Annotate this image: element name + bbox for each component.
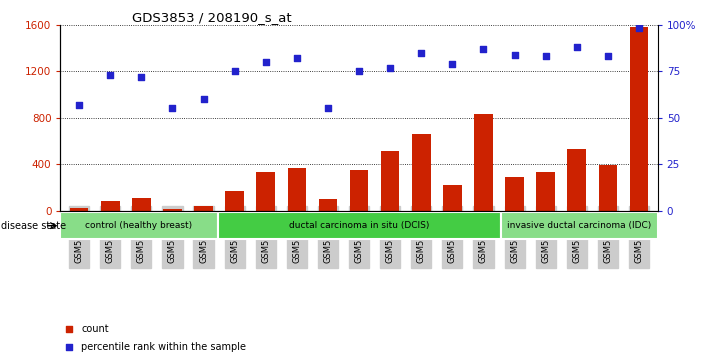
Point [415,50,427,56]
Point [353,68,365,74]
Bar [599,165,617,211]
Bar [506,177,524,211]
Bar [101,201,119,211]
Point [198,96,209,102]
Point [540,53,552,59]
Point [602,53,614,59]
Bar [536,172,555,211]
Bar [412,134,431,211]
Point [105,72,116,78]
Bar [70,208,88,211]
Point [322,105,333,111]
Point [385,65,396,70]
Bar [194,206,213,211]
Bar [225,191,244,211]
Point [634,26,645,32]
Bar [350,170,368,211]
Bar [381,152,400,211]
Bar [501,212,658,239]
Bar [630,27,648,211]
Point [509,52,520,57]
Bar [163,209,182,211]
Point [447,61,458,67]
Point [73,102,85,108]
Bar [287,168,306,211]
Point [292,56,303,61]
Text: ductal carcinoma in situ (DCIS): ductal carcinoma in situ (DCIS) [289,221,429,230]
Bar [132,198,151,211]
Bar [60,212,218,239]
Text: count: count [81,324,109,334]
Point [478,46,489,52]
Point [571,44,582,50]
Bar [474,114,493,211]
Text: control (healthy breast): control (healthy breast) [85,221,193,230]
Bar [443,185,461,211]
Text: disease state: disease state [1,221,67,231]
Text: invasive ductal carcinoma (IDC): invasive ductal carcinoma (IDC) [507,221,651,230]
Text: percentile rank within the sample: percentile rank within the sample [81,342,246,352]
Point [166,105,178,111]
Point [136,74,147,80]
Bar [218,212,501,239]
Text: GDS3853 / 208190_s_at: GDS3853 / 208190_s_at [132,11,292,24]
Bar [319,199,337,211]
Point [64,326,75,332]
Point [229,68,240,74]
Point [260,59,272,65]
Point [64,344,75,350]
Bar [257,172,275,211]
Bar [567,149,586,211]
